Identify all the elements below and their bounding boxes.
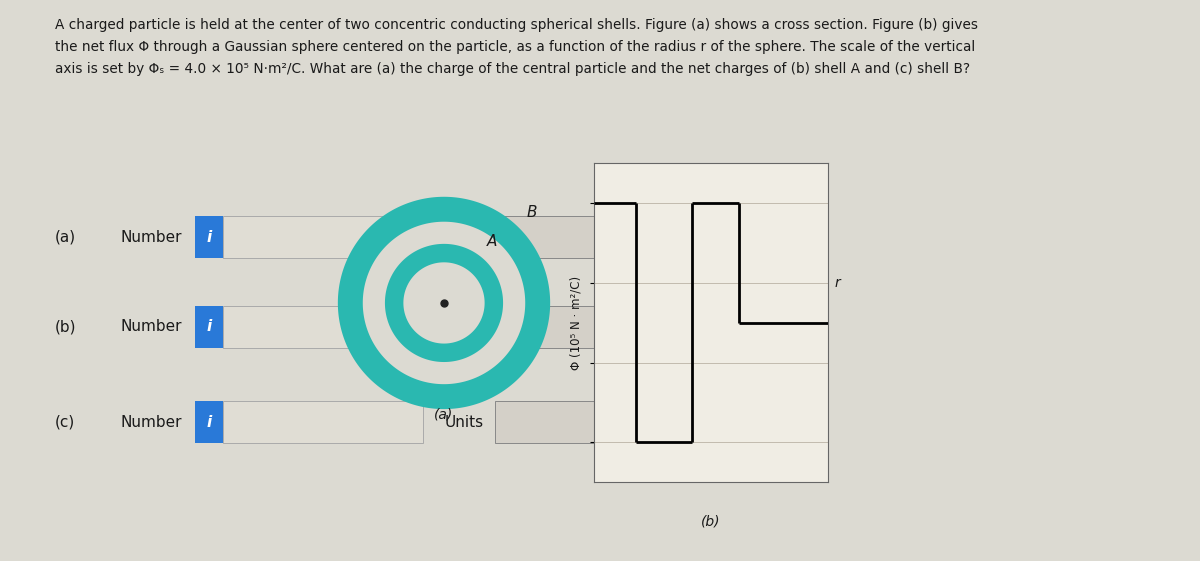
Text: ▲
▼: ▲ ▼ [680, 416, 685, 428]
Text: axis is set by Φₛ = 4.0 × 10⁵ N·m²/C. What are (a) the charge of the central par: axis is set by Φₛ = 4.0 × 10⁵ N·m²/C. Wh… [55, 62, 970, 76]
Text: i: i [206, 415, 211, 430]
Text: Units: Units [445, 415, 484, 430]
Text: Number: Number [120, 415, 181, 430]
Text: the net flux Φ through a Gaussian sphere centered on the particle, as a function: the net flux Φ through a Gaussian sphere… [55, 40, 976, 54]
Text: ▲
▼: ▲ ▼ [680, 321, 685, 333]
Y-axis label: Φ (10⁵ N · m²/C): Φ (10⁵ N · m²/C) [570, 275, 583, 370]
FancyBboxPatch shape [496, 216, 690, 258]
Text: i: i [206, 319, 211, 334]
FancyBboxPatch shape [223, 401, 424, 443]
Text: (b): (b) [55, 319, 77, 334]
FancyBboxPatch shape [194, 216, 223, 258]
Text: (c): (c) [55, 415, 76, 430]
Text: B: B [527, 205, 536, 220]
Text: Number: Number [120, 319, 181, 334]
Text: ▲
▼: ▲ ▼ [680, 231, 685, 243]
Text: A: A [487, 233, 497, 249]
FancyBboxPatch shape [496, 306, 690, 348]
Text: (b): (b) [701, 514, 721, 528]
Polygon shape [362, 222, 526, 384]
Text: Number: Number [120, 229, 181, 245]
Text: i: i [206, 229, 211, 245]
Text: (a): (a) [434, 407, 454, 421]
Text: r: r [835, 275, 841, 289]
FancyBboxPatch shape [223, 216, 424, 258]
Polygon shape [338, 197, 550, 409]
FancyBboxPatch shape [496, 401, 690, 443]
Text: Units: Units [445, 229, 484, 245]
Polygon shape [403, 263, 485, 343]
Text: Units: Units [445, 319, 484, 334]
Text: (a): (a) [55, 229, 76, 245]
FancyBboxPatch shape [223, 306, 424, 348]
FancyBboxPatch shape [194, 306, 223, 348]
Polygon shape [385, 244, 503, 362]
FancyBboxPatch shape [194, 401, 223, 443]
Text: A charged particle is held at the center of two concentric conducting spherical : A charged particle is held at the center… [55, 18, 978, 32]
